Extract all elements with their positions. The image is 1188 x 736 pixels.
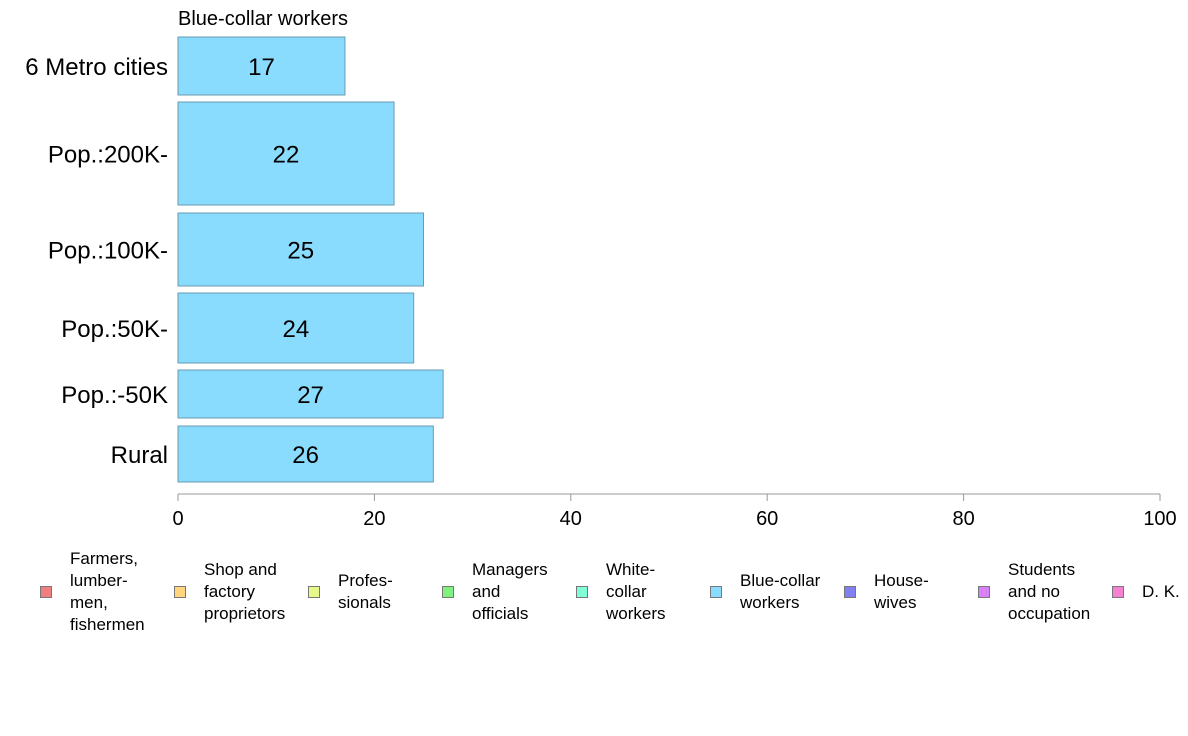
legend-item: House- wives bbox=[844, 548, 978, 648]
legend-label: Profes- sionals bbox=[338, 571, 393, 612]
bar-value-label: 22 bbox=[273, 142, 300, 169]
bar-value-label: 26 bbox=[292, 442, 319, 469]
x-tick-label: 60 bbox=[756, 508, 778, 530]
legend-swatch bbox=[576, 586, 588, 598]
bar-3 bbox=[177, 292, 415, 364]
legend-item: Students and no occupation bbox=[978, 548, 1112, 648]
category-label: Pop.:200K- bbox=[48, 142, 168, 169]
legend-swatch bbox=[442, 586, 454, 598]
bar-0 bbox=[177, 36, 346, 96]
legend: Farmers, lumber- men, fishermen Shop and … bbox=[0, 548, 1188, 648]
x-tick-label: 20 bbox=[363, 508, 385, 530]
legend-swatch bbox=[174, 586, 186, 598]
category-label: Pop.:100K- bbox=[48, 238, 168, 265]
x-axis: 0 20 40 60 80 100 bbox=[172, 493, 1177, 530]
legend-item: Managers and officials bbox=[442, 548, 576, 648]
legend-item: Blue-collar workers bbox=[710, 548, 844, 648]
legend-swatch bbox=[1112, 586, 1124, 598]
legend-label: White- collar workers bbox=[606, 560, 666, 623]
x-tick-label: 80 bbox=[952, 508, 974, 530]
legend-swatch bbox=[308, 586, 320, 598]
legend-label: Shop and factory proprietors bbox=[204, 560, 286, 623]
legend-item: D. K. bbox=[1112, 548, 1188, 648]
x-tick-label: 100 bbox=[1143, 508, 1176, 530]
bar-1 bbox=[177, 101, 395, 206]
legend-label: Students and no occupation bbox=[1008, 560, 1091, 623]
legend-label: D. K. bbox=[1142, 582, 1180, 601]
bar-chart: Blue-collar workers 17 22 25 24 27 26 6 Metro… bbox=[25, 8, 1177, 530]
bar-value-label: 27 bbox=[297, 382, 324, 409]
legend-label: Farmers, lumber- men, fishermen bbox=[70, 549, 145, 634]
category-label: Pop.:50K- bbox=[61, 316, 168, 343]
x-tick-label: 40 bbox=[560, 508, 582, 530]
legend-label: Blue-collar workers bbox=[740, 571, 821, 612]
category-label: Pop.:-50K bbox=[61, 382, 168, 409]
chart-title: Blue-collar workers bbox=[178, 8, 348, 30]
category-label: Rural bbox=[111, 442, 168, 469]
category-label: 6 Metro cities bbox=[25, 54, 168, 81]
bar-value-label: 17 bbox=[248, 54, 275, 81]
category-labels: 6 Metro cities Pop.:200K- Pop.:100K- Pop.:5… bbox=[25, 54, 168, 469]
bar-4 bbox=[177, 369, 444, 419]
legend-swatch bbox=[40, 586, 52, 598]
legend-label: Managers and officials bbox=[472, 560, 548, 623]
legend-item: Shop and factory proprietors bbox=[174, 548, 308, 648]
bar-5 bbox=[177, 425, 434, 483]
legend-label: House- wives bbox=[874, 571, 929, 612]
bars-group: 17 22 25 24 27 26 bbox=[177, 36, 444, 483]
bar-2 bbox=[177, 212, 424, 287]
legend-item: White- collar workers bbox=[576, 548, 710, 648]
legend-swatch bbox=[978, 586, 990, 598]
legend-swatch bbox=[710, 586, 722, 598]
legend-item: Farmers, lumber- men, fishermen bbox=[40, 548, 174, 648]
bar-value-label: 25 bbox=[287, 238, 314, 265]
legend-swatch bbox=[844, 586, 856, 598]
legend-item: Profes- sionals bbox=[308, 548, 442, 648]
bar-value-label: 24 bbox=[282, 316, 309, 343]
x-tick-label: 0 bbox=[172, 508, 183, 530]
